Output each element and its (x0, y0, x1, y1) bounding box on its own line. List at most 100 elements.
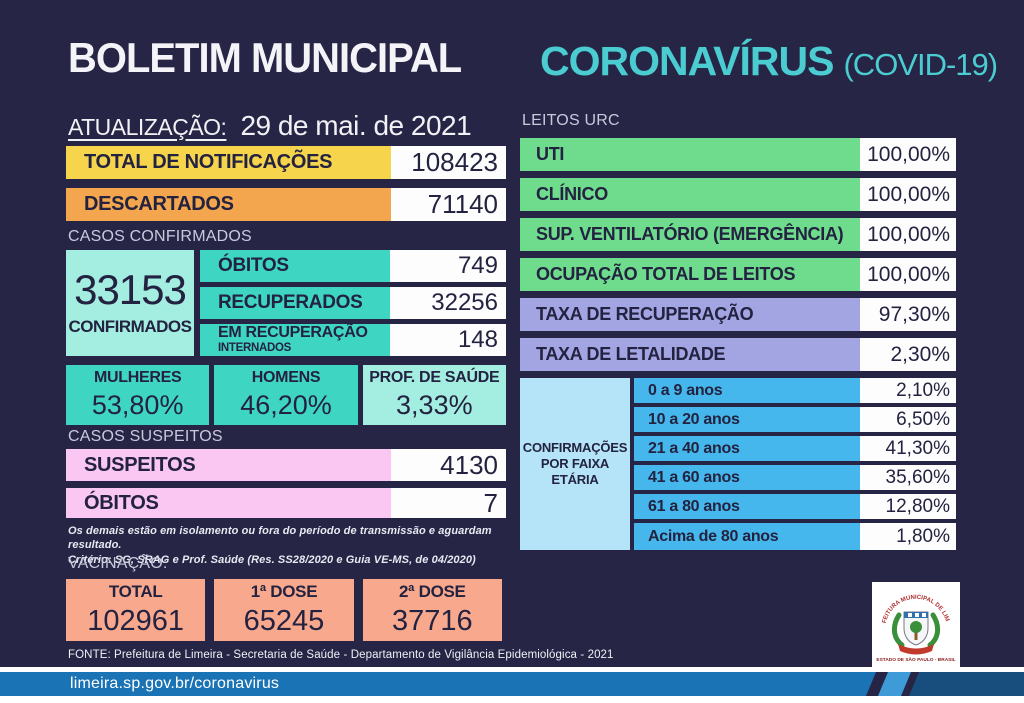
age-row-80-plus: Acima de 80 anos 1,80% (634, 523, 956, 550)
discarded-row: DESCARTADOS 71140 (66, 188, 506, 221)
icu-value: 100,00% (860, 138, 956, 171)
men-label: HOMENS (251, 369, 321, 386)
clinical-row: CLÍNICO 100,00% (520, 178, 956, 211)
suspected-row: SUSPEITOS 4130 (66, 449, 506, 481)
vaccination-total-label: TOTAL (108, 582, 163, 601)
in-recovery-label: EM RECUPERAÇÃO INTERNADOS (200, 324, 390, 356)
recovery-rate-row: TAXA DE RECUPERAÇÃO 97,30% (520, 298, 956, 331)
age-groups-sidebar: CONFIRMAÇÕES POR FAIXA ETÁRIA (520, 378, 630, 550)
women-label: MULHERES (93, 369, 182, 386)
recovery-rate-label: TAXA DE RECUPERAÇÃO (520, 298, 860, 331)
age-21-40-value: 41,30% (860, 436, 956, 461)
page-title: BOLETIM MUNICIPAL (68, 34, 462, 81)
lethality-rate-row: TAXA DE LETALIDADE 2,30% (520, 338, 956, 371)
icu-row: UTI 100,00% (520, 138, 956, 171)
footer-band: limeira.sp.gov.br/coronavirus (0, 672, 1024, 696)
subtitle-covid19: (COVID-19) (843, 47, 998, 82)
in-recovery-value: 148 (390, 324, 506, 356)
age-10-20-value: 6,50% (860, 407, 956, 432)
men-box: HOMENS 46,20% (214, 365, 358, 425)
health-workers-value: 3,33% (396, 390, 473, 420)
age-80-plus-label: Acima de 80 anos (634, 523, 860, 550)
total-occupancy-value: 100,00% (860, 258, 956, 291)
suspected-label: SUSPEITOS (66, 449, 391, 481)
vaccination-total-value: 102961 (87, 605, 185, 637)
confirmed-total-value: 33153 (74, 266, 187, 313)
age-row-21-40: 21 a 40 anos 41,30% (634, 436, 956, 461)
total-occupancy-row: OCUPAÇÃO TOTAL DE LEITOS 100,00% (520, 258, 956, 291)
vaccination-dose2-value: 37716 (391, 605, 473, 637)
age-61-80-label: 61 a 80 anos (634, 494, 860, 519)
footer-white-strip (0, 667, 1024, 672)
discarded-label: DESCARTADOS (66, 188, 391, 221)
total-occupancy-label: OCUPAÇÃO TOTAL DE LEITOS (520, 258, 860, 291)
clinical-label: CLÍNICO (520, 178, 860, 211)
health-workers-box: PROF. DE SAÚDE 3,33% (362, 365, 506, 425)
vaccination-dose2-box: 2ª DOSE 37716 (362, 579, 502, 641)
confirmed-total-label: CONFIRMADOS (68, 317, 192, 336)
deaths-row: ÓBITOS 749 (200, 250, 506, 282)
in-recovery-label-main: EM RECUPERAÇÃO (218, 324, 368, 342)
source-line: FONTE: Prefeitura de Limeira - Secretari… (68, 649, 614, 661)
recovered-row: RECUPERADOS 32256 (200, 287, 506, 319)
update-date: 29 de mai. de 2021 (240, 110, 472, 141)
total-notifications-value: 108423 (391, 146, 506, 179)
discarded-value: 71140 (391, 188, 506, 221)
update-line: ATUALIZAÇÃO: 29 de mai. de 2021 (68, 110, 472, 142)
age-80-plus-value: 1,80% (860, 523, 956, 550)
age-41-60-value: 35,60% (860, 465, 956, 490)
in-recovery-row: EM RECUPERAÇÃO INTERNADOS 148 (200, 324, 506, 356)
suspected-note-line1: Os demais estão em isolamento ou fora do… (68, 525, 492, 552)
city-seal-icon: PREFEITURA MUNICIPAL DE LIMEIRA ESTADO D… (872, 582, 960, 668)
demographics-row: MULHERES 53,80% HOMENS 46,20% PROF. DE S… (66, 365, 506, 425)
confirmed-total-box: 33153 CONFIRMADOS (66, 250, 194, 356)
age-row-10-20: 10 a 20 anos 6,50% (634, 407, 956, 432)
deaths-label: ÓBITOS (200, 250, 390, 282)
subtitle-coronavirus: CORONAVÍRUS (540, 38, 834, 84)
suspected-deaths-label: ÓBITOS (66, 488, 391, 518)
men-value: 46,20% (240, 390, 332, 420)
recovered-value: 32256 (390, 287, 506, 319)
vaccination-dose1-label: 1ª DOSE (250, 582, 318, 601)
ventilator-label: SUP. VENTILATÓRIO (EMERGÊNCIA) (520, 218, 860, 251)
vaccination-dose1-value: 65245 (243, 605, 325, 637)
recovery-rate-value: 97,30% (860, 298, 956, 331)
page-subtitle: CORONAVÍRUS (COVID-19) (540, 38, 998, 85)
age-10-20-label: 10 a 20 anos (634, 407, 860, 432)
age-41-60-label: 41 a 60 anos (634, 465, 860, 490)
women-value: 53,80% (91, 390, 184, 420)
footer-bottom-strip (0, 696, 1024, 703)
age-0-9-value: 2,10% (860, 378, 956, 403)
suspected-deaths-row: ÓBITOS 7 (66, 488, 506, 518)
ventilator-row: SUP. VENTILATÓRIO (EMERGÊNCIA) 100,00% (520, 218, 956, 251)
in-recovery-label-sub: INTERNADOS (218, 342, 292, 355)
deaths-value: 749 (390, 250, 506, 282)
vaccination-row: TOTAL 102961 1ª DOSE 65245 2ª DOSE 37716 (66, 579, 502, 641)
lethality-rate-label: TAXA DE LETALIDADE (520, 338, 860, 371)
suspected-section-label: CASOS SUSPEITOS (68, 428, 223, 445)
suspected-note: Os demais estão em isolamento ou fora do… (68, 524, 518, 567)
footer-url-link[interactable]: limeira.sp.gov.br/coronavirus (70, 675, 280, 692)
icu-label: UTI (520, 138, 860, 171)
beds-section-label: LEITOS URC (522, 112, 620, 129)
update-label: ATUALIZAÇÃO: (68, 114, 227, 140)
footer-blue-bar (0, 672, 876, 696)
age-21-40-label: 21 a 40 anos (634, 436, 860, 461)
vaccination-section-label: VACINAÇÃO: (68, 555, 168, 572)
suspected-deaths-value: 7 (391, 488, 506, 518)
age-row-0-9: 0 a 9 anos 2,10% (634, 378, 956, 403)
recovered-label: RECUPERADOS (200, 287, 390, 319)
footer-dark-stripe (909, 672, 1024, 696)
vaccination-total-box: TOTAL 102961 (66, 579, 206, 641)
confirmed-section-label: CASOS CONFIRMADOS (68, 228, 252, 245)
total-notifications-label: TOTAL DE NOTIFICAÇÕES (66, 146, 391, 179)
vaccination-dose2-label: 2ª DOSE (399, 582, 466, 601)
age-row-41-60: 41 a 60 anos 35,60% (634, 465, 956, 490)
ventilator-value: 100,00% (860, 218, 956, 251)
age-0-9-label: 0 a 9 anos (634, 378, 860, 403)
suspected-note-line2: Critério: SG, SRAG e Prof. Saúde (Res. S… (68, 553, 476, 566)
total-notifications-row: TOTAL DE NOTIFICAÇÕES 108423 (66, 146, 506, 179)
women-box: MULHERES 53,80% (66, 365, 210, 425)
lethality-rate-value: 2,30% (860, 338, 956, 371)
